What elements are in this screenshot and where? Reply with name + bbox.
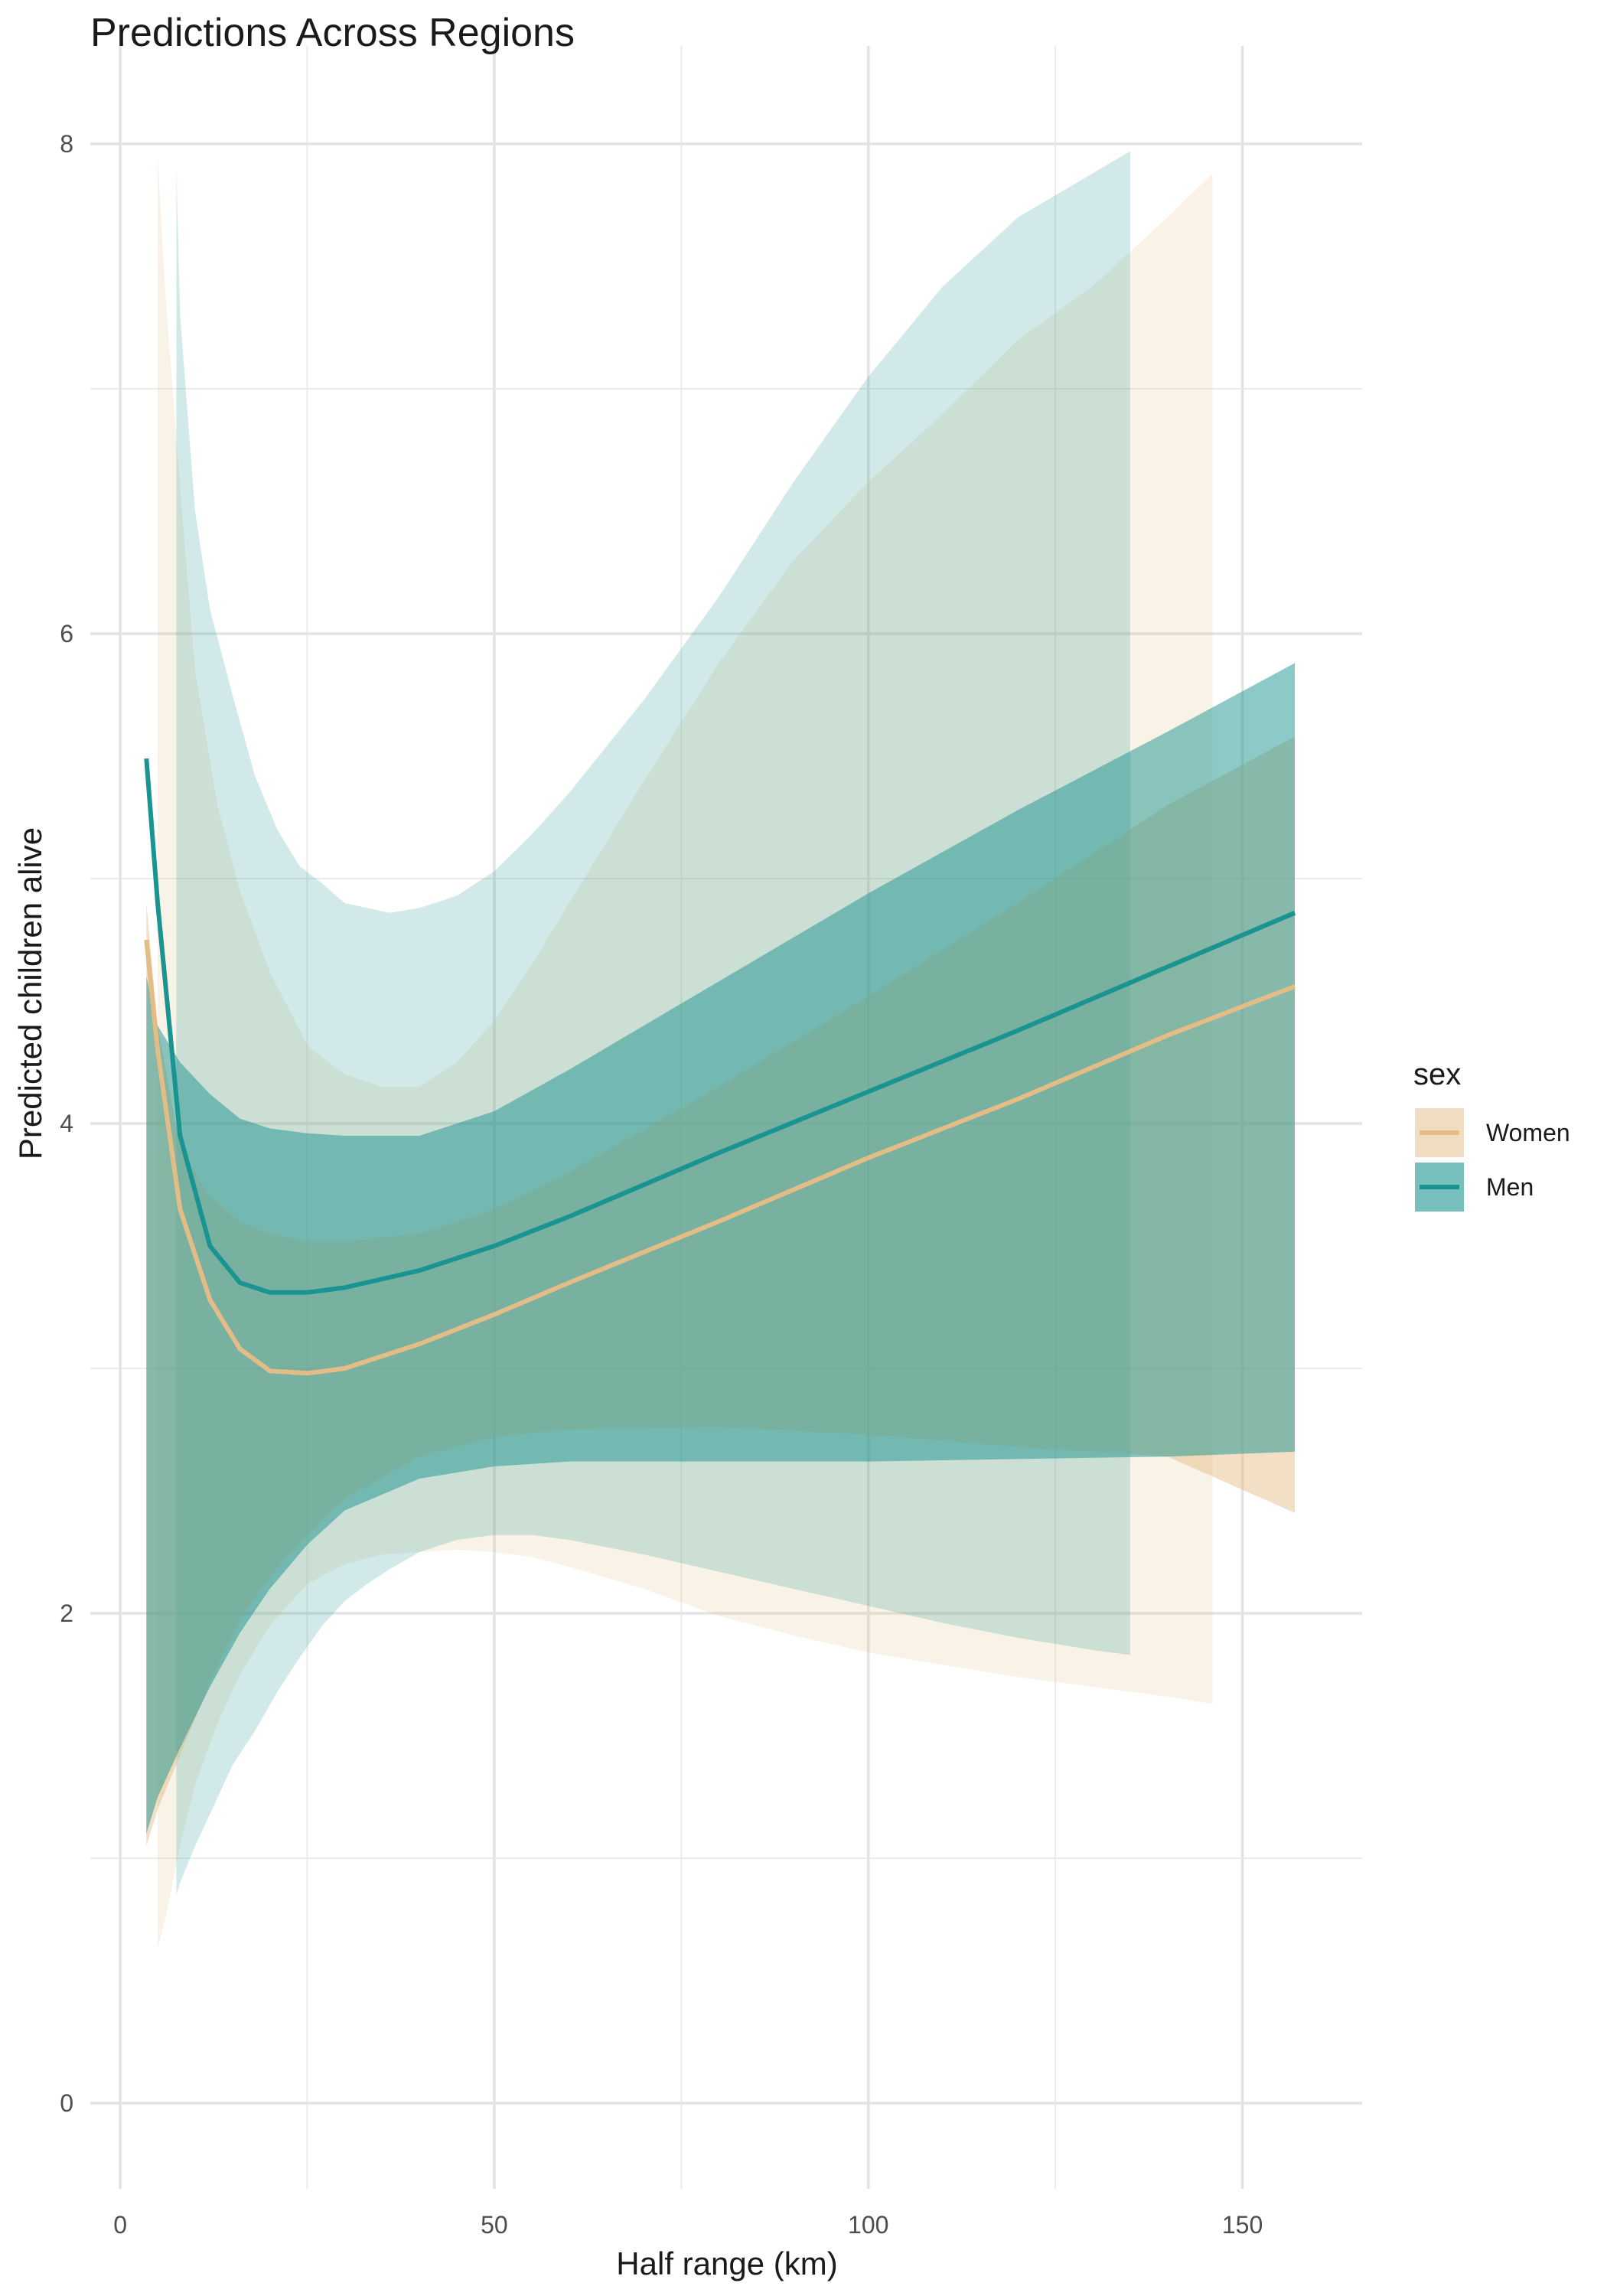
x-axis-title: Half range (km) xyxy=(616,2245,837,2281)
y-tick-label: 8 xyxy=(60,130,73,158)
legend-item-women: Women xyxy=(1415,1108,1570,1157)
x-tick-label: 50 xyxy=(481,2211,508,2239)
men-fit-line xyxy=(144,758,1296,1295)
y-axis-title: Predicted children alive xyxy=(12,827,48,1159)
women-fit-line xyxy=(144,939,1296,1376)
men-ribbon xyxy=(146,663,1295,1834)
x-tick-label: 0 xyxy=(113,2211,127,2239)
y-tick-label: 4 xyxy=(60,1110,73,1137)
y-tick-label: 0 xyxy=(60,2089,73,2117)
legend-title: sex xyxy=(1413,1058,1461,1091)
chart-title: Predictions Across Regions xyxy=(90,11,575,55)
legend-item-men: Men xyxy=(1415,1163,1534,1212)
legend: sex Women Men xyxy=(1413,1058,1570,1212)
y-tick-label: 6 xyxy=(60,620,73,647)
fit-lines xyxy=(144,758,1296,1376)
legend-label-men: Men xyxy=(1486,1173,1534,1201)
x-tick-label: 150 xyxy=(1222,2211,1263,2239)
x-tick-label: 100 xyxy=(848,2211,888,2239)
confidence-ribbons xyxy=(146,151,1295,1949)
y-tick-label: 2 xyxy=(60,1600,73,1627)
tick-labels: 0 50 100 150 0 2 4 6 8 xyxy=(60,130,1263,2239)
legend-label-women: Women xyxy=(1486,1119,1570,1146)
